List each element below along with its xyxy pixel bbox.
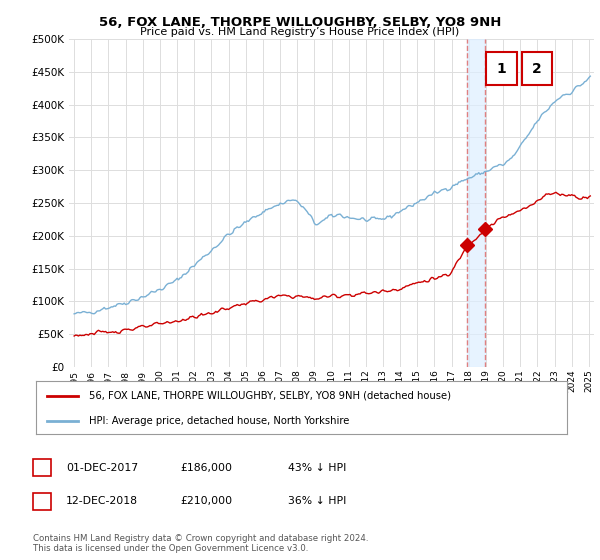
Text: 2: 2	[38, 496, 46, 506]
Text: 1: 1	[38, 463, 46, 473]
Bar	[467, 39, 485, 367]
Text: 43% ↓ HPI: 43% ↓ HPI	[288, 463, 346, 473]
Text: 2: 2	[532, 62, 542, 76]
Text: 36% ↓ HPI: 36% ↓ HPI	[288, 496, 346, 506]
FancyBboxPatch shape	[521, 52, 552, 85]
Text: Contains HM Land Registry data © Crown copyright and database right 2024.
This d: Contains HM Land Registry data © Crown c…	[33, 534, 368, 553]
Text: 12-DEC-2018: 12-DEC-2018	[66, 496, 138, 506]
Text: 1: 1	[497, 62, 506, 76]
Text: £186,000: £186,000	[180, 463, 232, 473]
Text: £210,000: £210,000	[180, 496, 232, 506]
Text: 01-DEC-2017: 01-DEC-2017	[66, 463, 138, 473]
Text: 56, FOX LANE, THORPE WILLOUGHBY, SELBY, YO8 9NH: 56, FOX LANE, THORPE WILLOUGHBY, SELBY, …	[99, 16, 501, 29]
Text: 56, FOX LANE, THORPE WILLOUGHBY, SELBY, YO8 9NH (detached house): 56, FOX LANE, THORPE WILLOUGHBY, SELBY, …	[89, 391, 451, 401]
Text: Price paid vs. HM Land Registry’s House Price Index (HPI): Price paid vs. HM Land Registry’s House …	[140, 27, 460, 37]
Text: HPI: Average price, detached house, North Yorkshire: HPI: Average price, detached house, Nort…	[89, 416, 349, 426]
FancyBboxPatch shape	[487, 52, 517, 85]
